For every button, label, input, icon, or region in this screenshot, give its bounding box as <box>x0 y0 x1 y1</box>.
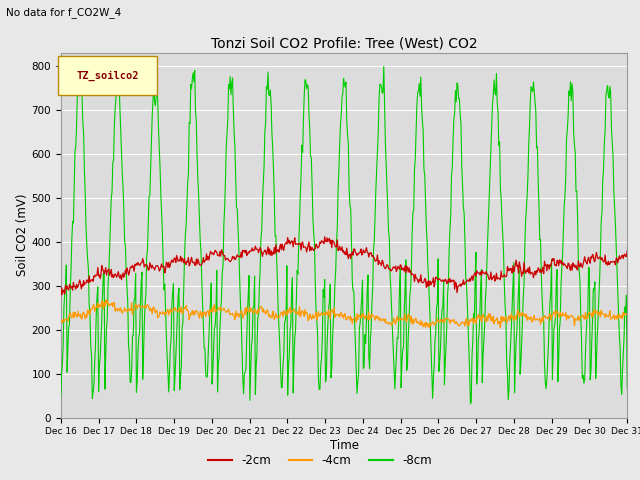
FancyBboxPatch shape <box>58 57 157 95</box>
Y-axis label: Soil CO2 (mV): Soil CO2 (mV) <box>15 194 29 276</box>
Title: Tonzi Soil CO2 Profile: Tree (West) CO2: Tonzi Soil CO2 Profile: Tree (West) CO2 <box>211 36 477 50</box>
Text: No data for f_CO2W_4: No data for f_CO2W_4 <box>6 7 122 18</box>
Legend: -2cm, -4cm, -8cm: -2cm, -4cm, -8cm <box>204 449 436 472</box>
Text: TZ_soilco2: TZ_soilco2 <box>76 71 139 81</box>
X-axis label: Time: Time <box>330 439 358 452</box>
